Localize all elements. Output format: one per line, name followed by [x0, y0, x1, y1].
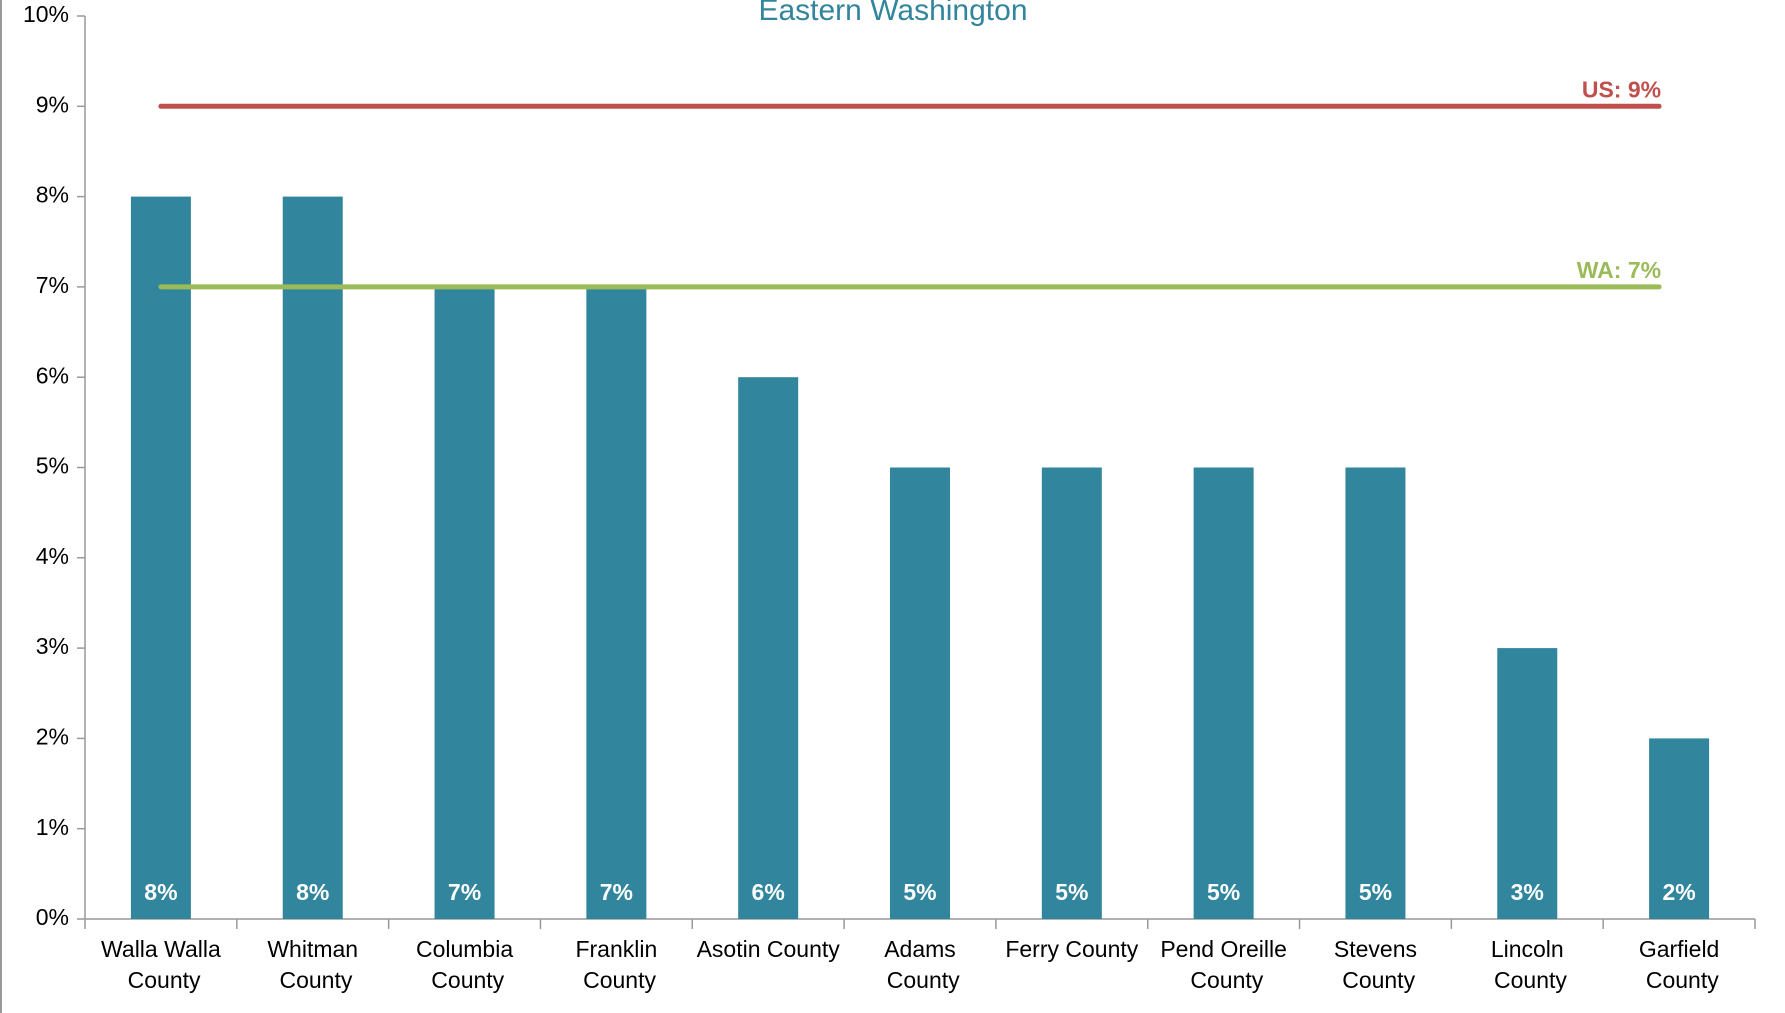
x-tick-label: Pend Oreille County — [1160, 936, 1287, 993]
x-tick-label-line: County — [425, 967, 505, 993]
x-tick-label: Franklin County — [575, 936, 657, 993]
bar — [1041, 467, 1102, 919]
value-label: 2% — [1662, 879, 1695, 905]
x-tick-label-line: Lincoln — [1491, 936, 1564, 962]
x-tick-label: Ferry County — [1005, 936, 1138, 962]
x-tick-label-line: Garfield — [1639, 936, 1720, 962]
y-tick-label: 8% — [36, 182, 69, 208]
y-tick-label: 1% — [36, 814, 69, 840]
bar — [130, 196, 191, 920]
bar — [1193, 467, 1254, 919]
x-tick-label-line: County — [273, 967, 353, 993]
bar — [282, 196, 343, 920]
chart-title: Eastern Washington — [758, 0, 1027, 27]
reference-label: US: 9% — [1582, 76, 1661, 102]
x-tick-label: Walla Walla County — [101, 936, 221, 993]
x-tick-label: Whitman County — [267, 936, 358, 993]
y-tick-label: 0% — [36, 904, 69, 930]
y-tick-label: 10% — [23, 1, 69, 27]
x-tick-label: Lincoln County — [1488, 936, 1568, 993]
x-tick-label-line: Adams — [884, 936, 956, 962]
x-tick-label-line: County — [1639, 967, 1719, 993]
y-tick-label: 9% — [36, 91, 69, 117]
x-tick-label-line: County — [121, 967, 201, 993]
bar — [1345, 467, 1406, 919]
x-tick-label-line: Columbia — [416, 936, 513, 962]
value-label: 6% — [752, 879, 785, 905]
x-tick-label-line: County — [577, 967, 657, 993]
y-tick-label: 4% — [36, 543, 69, 569]
x-tick-label-line: Whitman — [267, 936, 358, 962]
x-tick-label: Columbia County — [416, 936, 513, 993]
x-tick-label-line: County — [1336, 967, 1416, 993]
bar — [434, 286, 495, 919]
bar — [738, 377, 799, 919]
value-label: 8% — [296, 879, 329, 905]
reference-label: WA: 7% — [1577, 257, 1661, 283]
bar — [1497, 648, 1558, 919]
value-label: 5% — [1207, 879, 1240, 905]
value-label: 7% — [600, 879, 633, 905]
y-tick-label: 7% — [36, 272, 69, 298]
x-tick-label-line: County — [880, 967, 960, 993]
bar — [1649, 738, 1710, 919]
x-tick-label-line: County — [1488, 967, 1568, 993]
x-tick-label-line: Pend Oreille — [1160, 936, 1287, 962]
y-tick-label: 5% — [36, 453, 69, 479]
x-tick-label: Asotin County — [697, 936, 841, 962]
bar — [890, 467, 950, 919]
y-tick-label: 2% — [36, 723, 69, 749]
x-tick-label-line: Stevens — [1334, 936, 1417, 962]
value-label: 7% — [448, 879, 481, 905]
value-label: 5% — [1055, 879, 1088, 905]
y-tick-label: 3% — [36, 633, 69, 659]
x-tick-label-line: County — [1184, 967, 1264, 993]
x-tick-label: Stevens County — [1334, 936, 1417, 993]
x-tick-label: Garfield County — [1639, 936, 1720, 993]
x-tick-label-line: Walla Walla — [101, 936, 221, 962]
y-tick-label: 6% — [36, 362, 69, 388]
value-label: 3% — [1511, 879, 1544, 905]
value-label: 5% — [903, 879, 936, 905]
x-tick-label: Adams County — [880, 936, 960, 993]
value-label: 5% — [1359, 879, 1392, 905]
bar — [586, 286, 647, 919]
value-label: 8% — [144, 879, 177, 905]
x-tick-label-line: Franklin — [575, 936, 657, 962]
